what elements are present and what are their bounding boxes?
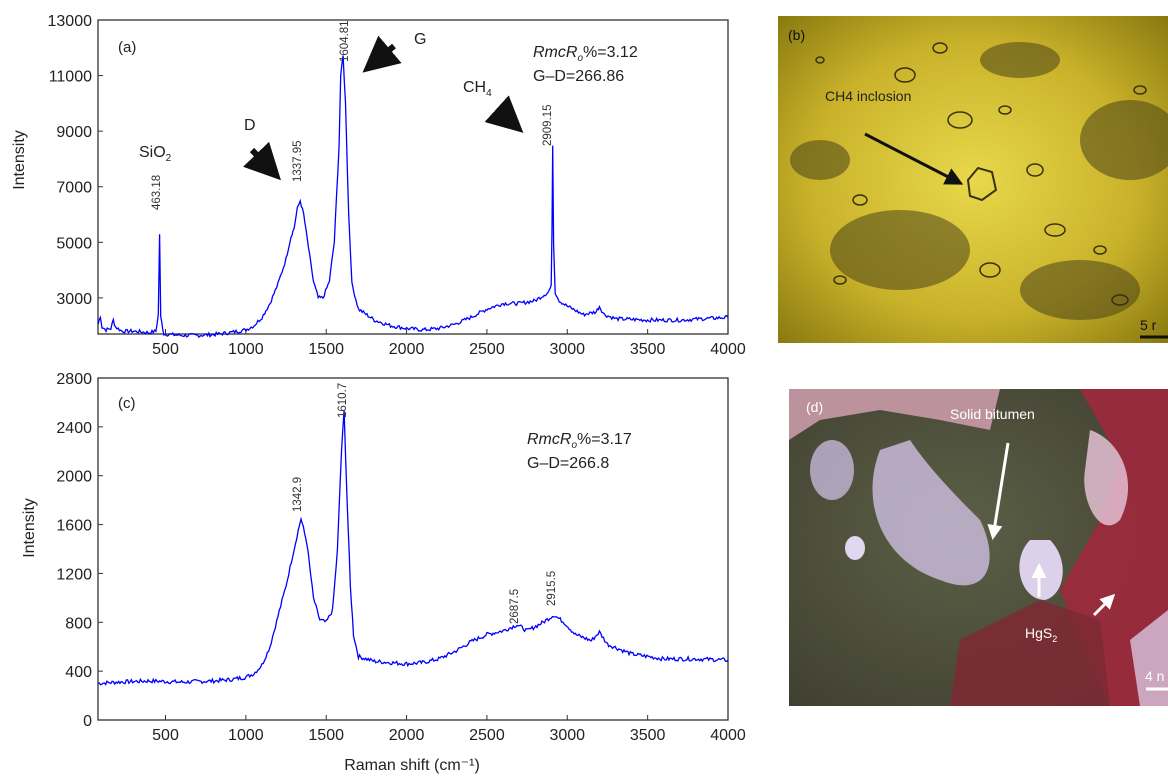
peak-label-2687: 2687.5: [509, 589, 521, 624]
y-tick-label: 0: [83, 713, 92, 730]
y-tick-label: 11000: [49, 69, 92, 86]
panel-a-label: (a): [118, 39, 136, 56]
x-tick-label: 4000: [710, 727, 746, 744]
y-tick-label: 800: [65, 615, 92, 632]
y-tick-label: 9000: [56, 124, 92, 141]
micrograph-d-caption: Solid bitumen: [950, 406, 1035, 422]
y-tick-label: 13000: [48, 13, 93, 30]
peak-label-2909: 2909.15: [542, 104, 554, 146]
x-tick-label: 3500: [630, 727, 666, 744]
micrograph-b-inclusions: [815, 42, 1147, 306]
panel-a: 500 1000 1500 2000 2500 3000 3500 4000 3000 5000 7…: [11, 13, 746, 358]
ch4-arrow-icon: [484, 95, 524, 133]
micrograph-d-scale: 4 n: [1145, 668, 1164, 684]
panel-c-xlabel: Raman shift (cm⁻¹): [344, 757, 480, 774]
series-a-line: [97, 55, 729, 339]
micrograph-d-label: (d): [806, 399, 823, 415]
peak-label-1342: 1342.9: [292, 477, 304, 512]
sio2-label: SiO2: [139, 144, 172, 164]
y-tick-label: 400: [65, 664, 92, 681]
x-tick-label: 1500: [308, 727, 344, 744]
gd-text-c: G–D=266.8: [527, 455, 609, 472]
peak-label-2915: 2915.5: [546, 571, 558, 606]
micrograph-b-texture: [790, 42, 1168, 320]
y-tick-label: 2800: [56, 371, 92, 388]
x-tick-label: 2000: [389, 727, 425, 744]
x-tick-label: 1000: [228, 727, 264, 744]
y-tick-label: 5000: [56, 235, 92, 252]
x-tick-label: 3000: [549, 727, 585, 744]
panel-c-ylabel: Intensity: [21, 498, 38, 558]
x-tick-label: 2500: [469, 341, 505, 358]
panel-c-label: (c): [118, 395, 136, 412]
micrograph-b-caption: CH4 inclosion: [825, 88, 911, 104]
peak-label-1337: 1337.95: [292, 140, 304, 182]
panel-c-frame: [97, 377, 729, 721]
y-tick-label: 7000: [56, 180, 92, 197]
peak-label-1610: 1610.7: [337, 383, 349, 418]
x-tick-label: 4000: [710, 341, 746, 358]
micrograph-b: (b) CH4 inclosion 5 r: [778, 16, 1168, 343]
ratio-text-a: RmcRo%=3.12: [533, 44, 638, 64]
d-band-label: D: [244, 117, 256, 134]
panel-a-ticks: 500 1000 1500 2000 2500 3000 3500 4000 3000 5000 7…: [48, 13, 746, 358]
gd-text-a: G–D=266.86: [533, 68, 624, 85]
x-tick-label: 3500: [630, 341, 666, 358]
g-arrow-icon: [362, 35, 402, 73]
peak-label-1604: 1604.81: [339, 20, 351, 62]
hgs2-label: HgS2: [1025, 625, 1057, 644]
x-tick-label: 1000: [228, 341, 264, 358]
panel-a-frame: [97, 19, 729, 335]
y-tick-label: 3000: [56, 291, 92, 308]
ratio-text-c: RmcRo%=3.17: [527, 431, 632, 451]
micrograph-d-texture: [789, 389, 1168, 706]
x-tick-label: 2000: [389, 341, 425, 358]
inclusion-arrow-icon: [864, 132, 964, 185]
hgs-diag-arrow-icon: [1092, 593, 1116, 617]
panel-c: 500 1000 1500 2000 2500 3000 3500 4000 0 400 800 12…: [21, 371, 746, 774]
x-tick-label: 1500: [308, 341, 344, 358]
y-tick-label: 1600: [56, 518, 92, 535]
panel-c-ticks: 500 1000 1500 2000 2500 3000 3500 4000 0 400 800 12…: [56, 371, 745, 744]
x-tick-label: 2500: [469, 727, 505, 744]
micrograph-d: (d) Solid bitumen HgS2 4 n: [789, 389, 1168, 706]
x-tick-label: 500: [152, 727, 179, 744]
peak-label-463: 463.18: [151, 175, 163, 210]
x-tick-label: 3000: [549, 341, 585, 358]
micrograph-b-scale: 5 r: [1140, 317, 1157, 333]
x-tick-label: 500: [152, 341, 179, 358]
y-tick-label: 1200: [56, 566, 92, 583]
y-tick-label: 2400: [56, 420, 92, 437]
g-band-label: G: [414, 31, 426, 48]
series-c-line: [97, 410, 729, 686]
ch4-label: CH4: [463, 79, 492, 99]
panel-a-ylabel: Intensity: [11, 130, 28, 190]
micrograph-b-label: (b): [788, 27, 805, 43]
bitumen-arrow-icon: [987, 442, 1010, 540]
y-tick-label: 2000: [56, 469, 92, 486]
d-arrow-icon: [243, 141, 281, 181]
